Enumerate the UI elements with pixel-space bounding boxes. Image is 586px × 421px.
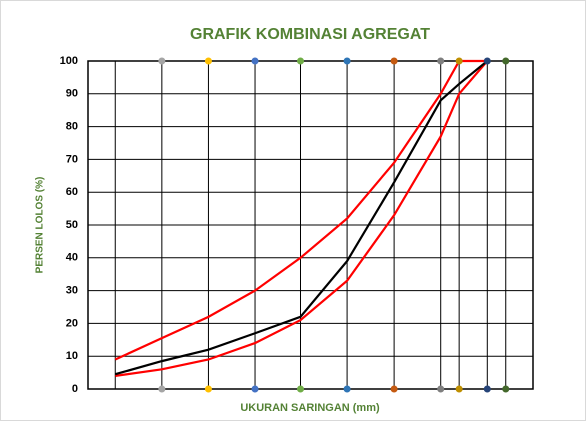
axis-marker — [455, 385, 463, 393]
axis-marker — [502, 57, 510, 65]
axis-marker — [437, 385, 445, 393]
axis-marker — [455, 57, 463, 65]
y-tick-label: 50 — [66, 219, 78, 231]
axis-marker — [158, 385, 166, 393]
axis-marker — [296, 57, 304, 65]
y-tick-label: 40 — [66, 252, 78, 264]
axis-marker — [343, 385, 351, 393]
series-line — [114, 59, 488, 361]
axis-marker — [251, 385, 259, 393]
y-tick-label: 30 — [66, 285, 78, 297]
axis-marker — [437, 57, 445, 65]
y-tick-label: 20 — [66, 317, 78, 329]
y-tick-label: 70 — [66, 153, 78, 165]
series-line — [114, 60, 488, 376]
y-tick-label: 10 — [66, 350, 78, 362]
series-line — [115, 60, 489, 377]
axis-marker — [204, 57, 212, 65]
axis-marker — [343, 57, 351, 65]
y-tick-label: 80 — [66, 121, 78, 133]
y-tick-label: 100 — [60, 55, 78, 67]
y-tick-label: 90 — [66, 88, 78, 100]
axis-marker — [296, 385, 304, 393]
axis-marker — [502, 385, 510, 393]
axis-marker — [390, 57, 398, 65]
axis-marker — [483, 57, 491, 65]
axis-marker — [158, 57, 166, 65]
y-tick-label: 0 — [72, 383, 78, 395]
plot-border — [87, 60, 534, 390]
y-tick-label: 60 — [66, 186, 78, 198]
axis-marker — [251, 57, 259, 65]
chart-title: GRAFIK KOMBINASI AGREGAT — [190, 26, 430, 43]
y-axis-label: PERSEN LOLOS (%) — [35, 177, 46, 274]
axis-marker — [390, 385, 398, 393]
axis-marker — [204, 385, 212, 393]
axis-marker — [483, 385, 491, 393]
x-axis-label: UKURAN SARINGAN (mm) — [240, 402, 380, 414]
